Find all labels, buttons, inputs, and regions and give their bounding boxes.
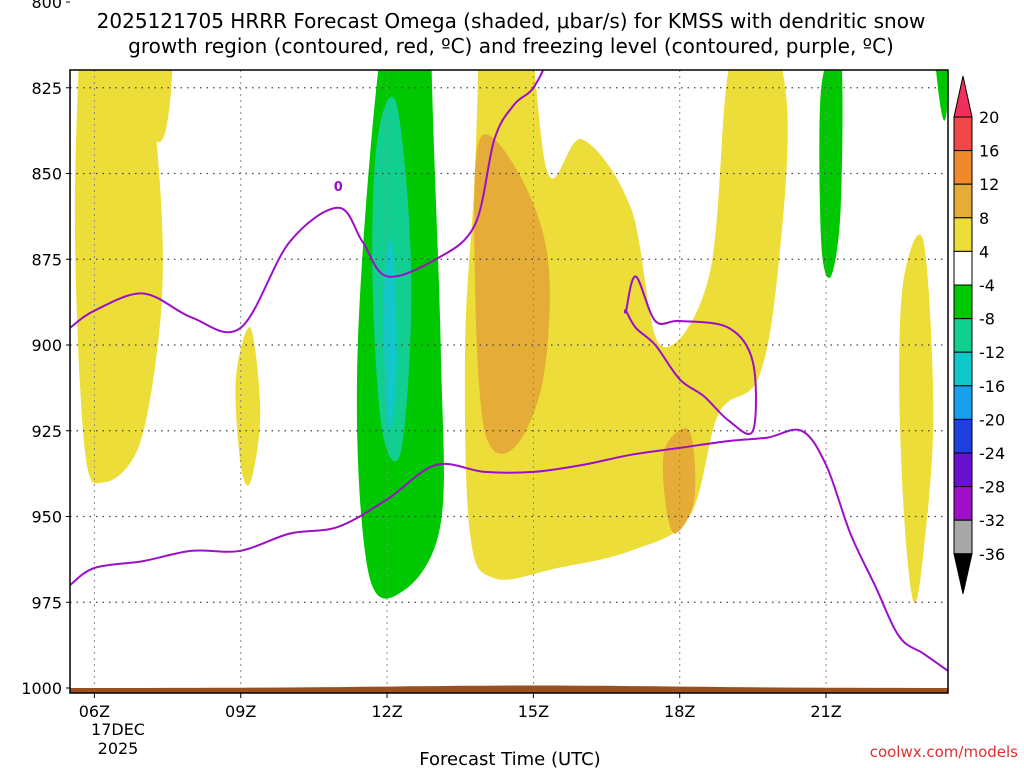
colorbar-label-12: -32 [979, 511, 1005, 530]
freezing-contour-frz-0-loop [623, 275, 757, 436]
y-tick-label-900: 900 [31, 336, 62, 355]
colorbar-label-7: -12 [979, 343, 1005, 362]
chart-title-line2: growth region (contoured, red, ºC) and f… [128, 34, 894, 58]
colorbar-swatch-1 [953, 116, 973, 152]
colorbar-label-4: 4 [979, 242, 989, 261]
omega-region-orange-lower-1430z [474, 134, 550, 454]
chart-title-line1: 2025121705 HRRR Forecast Omega (shaded, … [97, 9, 926, 33]
x-tick-label-09Z: 09Z [225, 702, 256, 721]
x-tick-label-18Z: 18Z [664, 702, 695, 721]
y-tick-label-925: 925 [31, 422, 62, 441]
colorbar-label-8: -16 [979, 377, 1005, 396]
x-axis-title: Forecast Time (UTC) [419, 749, 600, 768]
x-axis: 06Z 09Z 12Z 15Z 18Z 21Z [79, 693, 842, 721]
colorbar-label-6: -8 [979, 310, 995, 329]
date-label-day: 17DEC [91, 720, 145, 739]
ground-surface [70, 685, 948, 693]
colorbar-label-1: 16 [979, 142, 999, 161]
x-tick-label-15Z: 15Z [518, 702, 549, 721]
colorbar-label-0: 20 [979, 108, 999, 127]
y-axis: 5255505756006256506757007257507758008258… [21, 0, 70, 698]
ground [70, 685, 948, 693]
colorbar-label-13: -36 [979, 545, 1005, 564]
freezing-contour-frz-0-lower [70, 428, 948, 672]
plot-area: -1200 [69, 69, 949, 694]
y-tick-label-875: 875 [31, 250, 62, 269]
omega-region-yellow-right-22z [899, 234, 934, 604]
y-tick-label-950: 950 [31, 508, 62, 527]
contours: -1200 [70, 70, 948, 672]
omega-region-orange-lower-18z [662, 428, 696, 534]
y-tick-label-800: 800 [31, 0, 62, 12]
date-label-year: 2025 [98, 739, 139, 758]
colorbar-label-11: -28 [979, 478, 1005, 497]
colorbar-swatch-11 [953, 452, 973, 488]
y-tick-label-825: 825 [31, 79, 62, 98]
colorbar-label-9: -20 [979, 410, 1005, 429]
colorbar-swatch-6 [953, 284, 973, 320]
omega-shading [74, 70, 948, 604]
colorbar-swatch-4 [953, 217, 973, 252]
omega-region-green-edge-2330z [936, 70, 948, 121]
colorbar-swatch-7 [953, 318, 973, 353]
colorbar-swatch-9 [953, 385, 973, 420]
colorbar-label-5: -4 [979, 276, 995, 295]
credit-text: coolwx.com/models [870, 743, 1018, 761]
colorbar-arrow-bottom [953, 553, 973, 594]
colorbar-label-3: 8 [979, 209, 989, 228]
omega-region-yellow-09z [235, 327, 261, 486]
omega-region-yellow-big-lower [464, 70, 788, 580]
colorbar-swatch-5 [953, 250, 973, 286]
colorbar-swatch-8 [953, 351, 973, 387]
colorbar-swatch-3 [953, 183, 973, 219]
colorbar-swatch-2 [953, 150, 973, 185]
colorbar-arrow-top [953, 75, 973, 118]
colorbar-swatch-13 [953, 519, 973, 555]
colorbar-label-2: 12 [979, 175, 999, 194]
y-tick-label-850: 850 [31, 165, 62, 184]
colorbar: 20 16 12 8 4 -4 -8 -12 -16 -20 -24 -28 -32 -36 [953, 75, 1005, 594]
x-tick-label-21Z: 21Z [810, 702, 841, 721]
plot-frame [69, 69, 949, 694]
freezing-contour-label-2: 0 [334, 180, 343, 195]
freezing-contour-frz-0-upper [70, 70, 545, 334]
x-tick-label-12Z: 12Z [371, 702, 402, 721]
grid [70, 70, 948, 693]
colorbar-swatch-12 [953, 486, 973, 521]
colorbar-label-10: -24 [979, 444, 1005, 463]
colorbar-swatch-10 [953, 418, 973, 454]
omega-region-yellow-left-upper [120, 70, 173, 143]
y-tick-label-975: 975 [31, 593, 62, 612]
x-tick-label-06Z: 06Z [79, 702, 110, 721]
y-tick-label-1000: 1000 [21, 679, 62, 698]
